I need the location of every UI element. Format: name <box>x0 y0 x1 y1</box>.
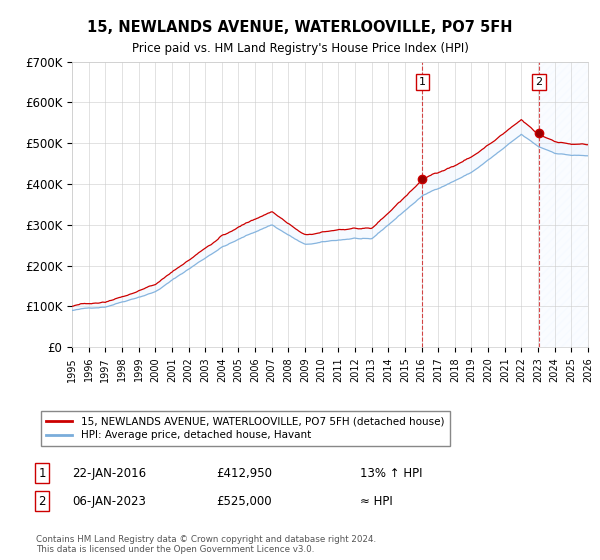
Text: 1: 1 <box>419 77 426 87</box>
Text: Price paid vs. HM Land Registry's House Price Index (HPI): Price paid vs. HM Land Registry's House … <box>131 42 469 55</box>
Text: £525,000: £525,000 <box>216 494 272 508</box>
Text: 1: 1 <box>38 466 46 480</box>
Text: 06-JAN-2023: 06-JAN-2023 <box>72 494 146 508</box>
Text: £412,950: £412,950 <box>216 466 272 480</box>
Text: 15, NEWLANDS AVENUE, WATERLOOVILLE, PO7 5FH: 15, NEWLANDS AVENUE, WATERLOOVILLE, PO7 … <box>87 20 513 35</box>
Text: 13% ↑ HPI: 13% ↑ HPI <box>360 466 422 480</box>
Text: ≈ HPI: ≈ HPI <box>360 494 393 508</box>
Legend: 15, NEWLANDS AVENUE, WATERLOOVILLE, PO7 5FH (detached house), HPI: Average price: 15, NEWLANDS AVENUE, WATERLOOVILLE, PO7 … <box>41 411 449 446</box>
Text: 2: 2 <box>38 494 46 508</box>
Text: 22-JAN-2016: 22-JAN-2016 <box>72 466 146 480</box>
Text: 2: 2 <box>535 77 542 87</box>
Text: Contains HM Land Registry data © Crown copyright and database right 2024.
This d: Contains HM Land Registry data © Crown c… <box>36 535 376 554</box>
